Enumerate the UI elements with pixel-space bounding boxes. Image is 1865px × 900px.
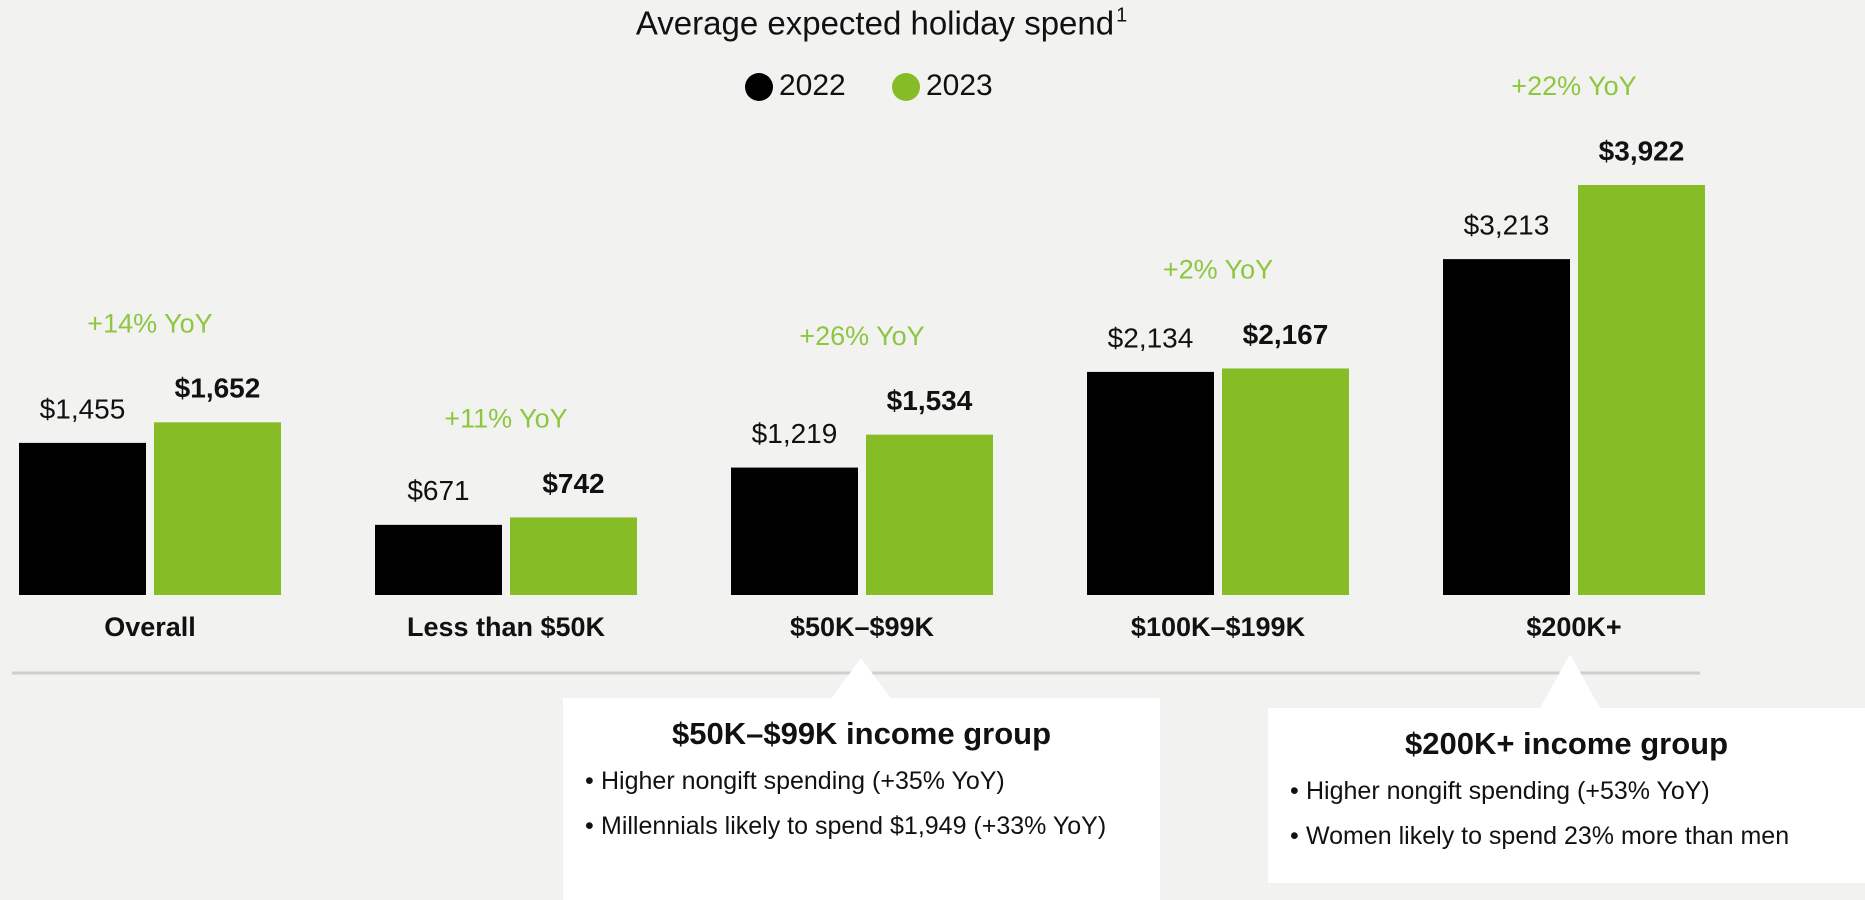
yoy-annotation: +2% YoY bbox=[1163, 255, 1273, 285]
bar bbox=[19, 442, 146, 595]
callout-title: $50K–$99K income group bbox=[671, 716, 1052, 751]
bar bbox=[1443, 259, 1570, 595]
value-label: $671 bbox=[407, 475, 469, 506]
callout-bullet: Women likely to spend 23% more than men bbox=[1290, 821, 1843, 853]
legend-marker bbox=[892, 73, 920, 101]
callout-pointer bbox=[830, 658, 892, 700]
yoy-annotation: +11% YoY bbox=[444, 404, 567, 434]
value-label: $1,534 bbox=[887, 385, 973, 416]
callout: $200K+ income group Higher nongift spendi… bbox=[1268, 708, 1865, 883]
legend-label: 2022 bbox=[779, 69, 846, 102]
callout-title: $200K+ income group bbox=[1404, 726, 1729, 761]
callout: $50K–$99K income group Higher nongift spe… bbox=[563, 698, 1160, 900]
x-tick-label: $50K–$99K bbox=[790, 612, 935, 642]
callout-bullet: Higher nongift spending (+53% YoY) bbox=[1290, 776, 1843, 808]
legend-label: 2023 bbox=[926, 69, 993, 102]
callout-list: Higher nongift spending (+53% YoY) Women … bbox=[1290, 776, 1843, 853]
chart-title: Average expected holiday spend bbox=[636, 5, 1114, 42]
value-label: $1,455 bbox=[40, 393, 126, 424]
yoy-annotation: +22% YoY bbox=[1511, 71, 1636, 101]
value-label: $1,219 bbox=[752, 418, 838, 449]
bar bbox=[1578, 185, 1705, 595]
x-tick-label: Less than $50K bbox=[407, 612, 606, 642]
bar bbox=[1087, 371, 1214, 595]
bar bbox=[510, 517, 637, 595]
value-label: $3,922 bbox=[1599, 135, 1685, 166]
yoy-annotation: +14% YoY bbox=[87, 308, 212, 338]
callout-pointer bbox=[1539, 654, 1601, 710]
callout-bullet: Higher nongift spending (+35% YoY) bbox=[585, 766, 1138, 798]
x-tick-label: $100K–$199K bbox=[1131, 612, 1306, 642]
callout-list: Higher nongift spending (+35% YoY) Millen… bbox=[585, 766, 1138, 843]
x-tick-label: $200K+ bbox=[1526, 612, 1621, 642]
value-label: $742 bbox=[542, 468, 604, 499]
legend-marker bbox=[745, 73, 773, 101]
bar bbox=[375, 524, 502, 595]
value-label: $2,134 bbox=[1108, 322, 1194, 353]
bar bbox=[866, 434, 993, 595]
value-label: $3,213 bbox=[1464, 210, 1550, 241]
title-footnote: 1 bbox=[1116, 4, 1127, 26]
value-label: $1,652 bbox=[175, 373, 261, 404]
x-tick-label: Overall bbox=[104, 612, 196, 642]
yoy-annotation: +26% YoY bbox=[799, 321, 924, 351]
value-label: $2,167 bbox=[1243, 319, 1329, 350]
bar bbox=[1222, 368, 1349, 595]
bar bbox=[154, 422, 281, 595]
bar bbox=[731, 467, 858, 595]
callout-bullet: Millennials likely to spend $1,949 (+33%… bbox=[585, 811, 1138, 843]
